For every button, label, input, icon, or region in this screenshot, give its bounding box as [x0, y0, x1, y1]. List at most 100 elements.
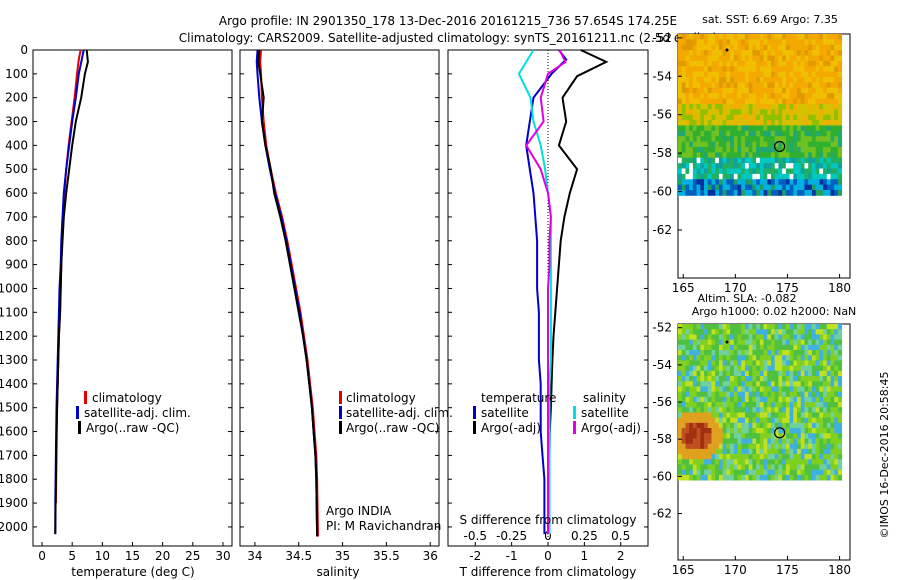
- map-cell: [685, 120, 690, 126]
- x-tick-label: 0: [544, 549, 552, 563]
- map-cell: [823, 114, 828, 121]
- map-cell: [808, 402, 813, 408]
- map-cell: [774, 391, 779, 398]
- map-cell: [681, 360, 686, 367]
- map-cell: [748, 163, 753, 169]
- map-cell: [767, 60, 772, 67]
- map-cell: [774, 448, 779, 455]
- map-cell: [704, 443, 709, 450]
- map-cell: [756, 412, 761, 419]
- map-cell: [759, 381, 764, 387]
- map-cell: [685, 324, 690, 330]
- map-cell: [696, 412, 701, 419]
- map-cell: [778, 402, 783, 408]
- map-cell: [711, 454, 716, 460]
- map-cell: [718, 184, 724, 191]
- map-cell: [704, 173, 709, 180]
- map-cell: [770, 407, 776, 413]
- map-cell: [811, 34, 817, 40]
- map-cell: [678, 334, 683, 341]
- map-cell: [811, 136, 817, 142]
- map-cell: [722, 87, 727, 94]
- map-cell: [793, 386, 798, 393]
- map-cell: [834, 173, 839, 180]
- map-cell: [778, 44, 783, 51]
- map-cell: [793, 381, 798, 387]
- map-cell: [696, 376, 701, 382]
- map-cell: [759, 365, 764, 372]
- map-cell: [774, 87, 779, 94]
- legend-argo: Argo(..raw -QC): [86, 421, 179, 435]
- map-cell: [785, 402, 790, 408]
- map-cell: [834, 396, 839, 403]
- map-cell: [741, 402, 746, 408]
- map-cell: [752, 339, 757, 346]
- map-cell: [793, 136, 798, 142]
- map-cell: [819, 168, 824, 175]
- map-cell: [785, 157, 790, 164]
- map-cell: [707, 39, 712, 46]
- map-cell: [696, 407, 701, 413]
- map-cell: [837, 459, 843, 465]
- map-cell: [778, 464, 783, 471]
- map-cell: [733, 438, 738, 445]
- map-cell: [704, 334, 709, 341]
- map-cell: [778, 355, 783, 361]
- map-cell: [826, 433, 831, 439]
- map-cell: [830, 422, 835, 429]
- map-cell: [774, 329, 779, 335]
- map-cell: [718, 77, 724, 83]
- map-cell: [726, 77, 731, 83]
- map-cell: [830, 417, 835, 424]
- map-cell: [804, 184, 809, 191]
- map-cell: [815, 417, 820, 424]
- map-cell: [752, 146, 757, 153]
- map-cell: [748, 71, 753, 78]
- map-cell: [678, 163, 683, 169]
- map-cell: [756, 443, 761, 450]
- map-cell: [707, 407, 712, 413]
- map-cell: [778, 173, 783, 180]
- map-cell: [797, 125, 802, 132]
- map-cell: [759, 370, 764, 377]
- map-cell: [730, 71, 735, 78]
- map-cell: [830, 339, 835, 346]
- map-cell: [752, 50, 757, 56]
- map-cell: [722, 386, 727, 393]
- map-cell: [685, 464, 690, 471]
- depth-tick-label: 1300: [0, 353, 28, 367]
- map-cell: [704, 355, 709, 361]
- map-cell: [700, 146, 705, 153]
- map-cell: [778, 391, 783, 398]
- map-cell: [700, 428, 705, 434]
- map-cell: [804, 87, 809, 94]
- map-cell: [823, 190, 828, 196]
- map-cell: [756, 376, 761, 382]
- map-cell: [748, 464, 753, 471]
- map-cell: [741, 114, 746, 121]
- map-cell: [711, 87, 716, 94]
- map-cell: [770, 82, 776, 89]
- map-cell: [834, 469, 839, 476]
- map-cell: [823, 152, 828, 159]
- map-cell: [685, 370, 690, 377]
- map-cell: [696, 44, 701, 51]
- map-cell: [748, 370, 753, 377]
- map-cell: [811, 109, 817, 116]
- map-cell: [737, 443, 742, 450]
- map-cell: [785, 339, 790, 346]
- map-cell: [744, 50, 750, 56]
- map-cell: [692, 376, 697, 382]
- map-cell: [733, 114, 738, 121]
- map-cell: [689, 402, 694, 408]
- map-cell: [808, 125, 813, 132]
- map-cell: [789, 152, 794, 159]
- map-cell: [715, 391, 720, 398]
- map-cell: [804, 55, 809, 62]
- map-cell: [752, 329, 757, 335]
- map-cell: [733, 386, 738, 393]
- map-cell: [685, 168, 690, 175]
- map-cell: [800, 396, 805, 403]
- map-cell: [782, 422, 787, 429]
- map-cell: [789, 464, 794, 471]
